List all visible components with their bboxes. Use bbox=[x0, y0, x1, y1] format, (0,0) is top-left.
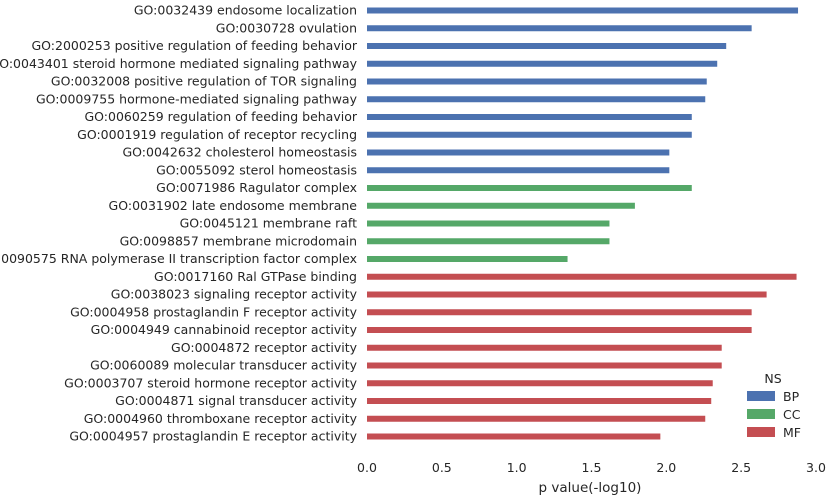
legend-swatch-cc bbox=[747, 409, 775, 419]
legend-swatch-bp bbox=[747, 391, 775, 401]
bar-mf bbox=[367, 415, 706, 422]
legend-label-bp: BP bbox=[783, 389, 800, 404]
category-label: GO:0003707 steroid hormone receptor acti… bbox=[64, 375, 357, 390]
category-labels: GO:0032439 endosome localization GO:00307… bbox=[0, 3, 358, 444]
bar-bp bbox=[367, 131, 692, 138]
category-label: GO:0090575 RNA polymerase II transcripti… bbox=[0, 251, 357, 266]
category-label: GO:0004957 prostaglandin E receptor acti… bbox=[69, 429, 357, 444]
category-label: GO:0038023 signaling receptor activity bbox=[111, 287, 358, 302]
bar-mf bbox=[367, 380, 713, 387]
bar-bp bbox=[367, 96, 706, 103]
category-label: GO:0042632 cholesterol homeostasis bbox=[123, 145, 358, 160]
legend: NS BP CC MF bbox=[747, 371, 801, 440]
bar-bp bbox=[367, 43, 727, 49]
bar-bp bbox=[367, 149, 670, 156]
x-tick-label: 1.5 bbox=[582, 460, 602, 475]
x-tick-label: 2.0 bbox=[656, 460, 676, 475]
bar-cc bbox=[367, 202, 635, 209]
bar-mf bbox=[367, 327, 752, 333]
category-label: GO:0060089 molecular transducer activity bbox=[90, 358, 358, 373]
bar-cc bbox=[367, 256, 568, 262]
legend-title: NS bbox=[764, 371, 781, 386]
x-tick-label: 2.5 bbox=[731, 460, 751, 475]
category-label: GO:0043401 steroid hormone mediated sign… bbox=[0, 56, 358, 71]
bar-mf bbox=[367, 362, 722, 369]
x-tick-label: 3.0 bbox=[806, 460, 826, 475]
category-label: GO:0060259 regulation of feeding behavio… bbox=[84, 109, 357, 124]
category-label: GO:0001919 regulation of receptor recycl… bbox=[77, 127, 357, 142]
legend-label-cc: CC bbox=[783, 407, 801, 422]
category-label: GO:0004960 thromboxane receptor activity bbox=[84, 411, 358, 426]
category-label: GO:0004872 receptor activity bbox=[171, 340, 358, 355]
x-tick-label: 1.0 bbox=[507, 460, 527, 475]
bar-bp bbox=[367, 167, 670, 174]
bar-mf bbox=[367, 291, 767, 298]
x-axis-title: p value(-log10) bbox=[539, 480, 642, 496]
legend-entries: BP CC MF bbox=[747, 389, 801, 440]
category-label: GO:0017160 Ral GTPase binding bbox=[154, 269, 357, 284]
bars-layer bbox=[367, 7, 799, 440]
category-label: GO:0031902 late endosome membrane bbox=[109, 198, 358, 213]
category-label: GO:0004871 signal transducer activity bbox=[115, 393, 357, 408]
category-label: GO:0055092 sterol homeostasis bbox=[156, 162, 357, 177]
bar-cc bbox=[367, 220, 610, 227]
bar-bp bbox=[367, 25, 752, 32]
bar-bp bbox=[367, 114, 692, 120]
category-label: GO:0004958 prostaglandin F receptor acti… bbox=[70, 304, 358, 319]
category-label: GO:0098857 membrane microdomain bbox=[120, 233, 357, 248]
bar-mf bbox=[367, 273, 797, 280]
bar-mf bbox=[367, 433, 661, 440]
legend-swatch-mf bbox=[747, 427, 775, 437]
x-tick-label: 0.0 bbox=[357, 460, 377, 475]
bar-mf bbox=[367, 398, 712, 404]
category-label: GO:0032439 endosome localization bbox=[134, 3, 357, 18]
bar-cc bbox=[367, 238, 610, 245]
bar-mf bbox=[367, 309, 752, 316]
category-label: GO:2000253 positive regulation of feedin… bbox=[31, 38, 357, 53]
category-label: GO:0032008 positive regulation of TOR si… bbox=[51, 74, 357, 89]
category-label: GO:0030728 ovulation bbox=[216, 20, 357, 35]
category-label: GO:0071986 Ragulator complex bbox=[156, 180, 357, 195]
bar-bp bbox=[367, 78, 707, 85]
category-label: GO:0045121 membrane raft bbox=[180, 216, 358, 231]
bar-bp bbox=[367, 60, 718, 67]
legend-label-mf: MF bbox=[783, 425, 801, 440]
x-axis-ticks: 0.0 0.5 1.0 1.5 2.0 2.5 3.0 bbox=[357, 460, 826, 475]
bar-cc bbox=[367, 185, 692, 191]
category-label: GO:0009755 hormone-mediated signaling pa… bbox=[36, 91, 358, 106]
bar-bp bbox=[367, 7, 799, 14]
bar-mf bbox=[367, 344, 722, 351]
category-label: GO:0004949 cannabinoid receptor activity bbox=[91, 322, 358, 337]
x-tick-label: 0.5 bbox=[432, 460, 452, 475]
